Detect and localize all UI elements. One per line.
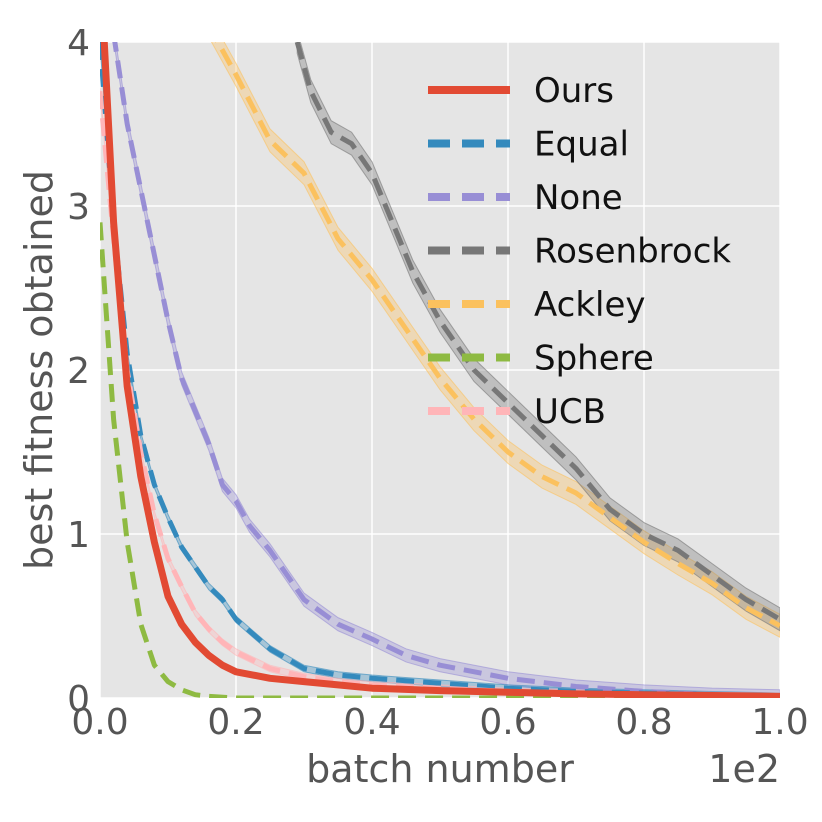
- x-tick-label: 1.0: [751, 702, 808, 743]
- legend-label-equal: Equal: [534, 125, 629, 165]
- legend-label-ackley: Ackley: [534, 285, 646, 325]
- y-tick-label: 1: [67, 515, 90, 556]
- x-tick-label: 0.0: [71, 702, 128, 743]
- y-tick-label: 0: [67, 679, 90, 720]
- legend-label-ucb: UCB: [534, 392, 606, 432]
- x-axis-offset-label: 1e2: [708, 747, 780, 791]
- series-line-ucb: [100, 90, 780, 698]
- y-tick-label: 2: [67, 351, 90, 392]
- series-line-none: [112, 42, 780, 698]
- legend-label-none: None: [534, 178, 623, 218]
- band-rosenbrock: [296, 42, 780, 632]
- series-line-ours: [100, 42, 780, 698]
- series-line-sphere: [100, 222, 780, 698]
- series-line-ackley: [215, 42, 780, 629]
- legend-label-rosenbrock: Rosenbrock: [534, 232, 731, 272]
- series-lines: [100, 42, 780, 698]
- x-tick-label: 0.4: [343, 702, 400, 743]
- tick-labels: 0.0 0.2 0.4 0.6 0.8 1.0 0 1 2 3 4: [67, 23, 809, 743]
- grid: [99, 41, 781, 699]
- band-ackley: [210, 42, 780, 638]
- band-none: [113, 42, 780, 698]
- y-axis-label: best fitness obtained: [17, 170, 61, 570]
- legend-label-ours: Ours: [534, 71, 614, 111]
- x-tick-label: 0.8: [615, 702, 672, 743]
- legend-label-sphere: Sphere: [534, 339, 654, 379]
- legend: Ours Equal None Rosenbrock Ackley Sphere UCB: [428, 71, 731, 432]
- series-line-rosenbrock: [294, 42, 780, 622]
- x-tick-label: 0.6: [479, 702, 536, 743]
- series-line-equal: [100, 42, 780, 698]
- y-tick-label: 3: [67, 187, 90, 228]
- y-tick-label: 4: [67, 23, 90, 64]
- x-tick-label: 0.2: [207, 702, 264, 743]
- x-axis-label: batch number: [306, 747, 574, 791]
- band-ucb: [100, 87, 780, 698]
